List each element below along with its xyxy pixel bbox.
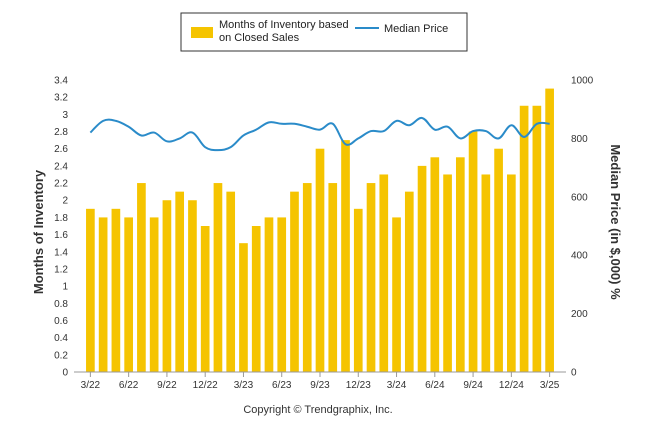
legend-bar-swatch — [191, 27, 213, 38]
bar — [290, 191, 299, 372]
y-left-tick-label: 0 — [62, 368, 68, 379]
x-tick-label: 9/23 — [310, 380, 330, 391]
y-right-tick-label: 800 — [571, 134, 588, 145]
bar — [353, 208, 363, 372]
bar — [341, 140, 350, 372]
x-tick-label: 9/22 — [157, 380, 177, 391]
bar — [468, 131, 478, 372]
y-left-tick-label: 3 — [62, 110, 68, 121]
bar — [213, 183, 223, 372]
y-right-tick-label: 1000 — [571, 76, 594, 87]
y-left-tick-label: 1.2 — [54, 264, 68, 275]
x-tick-label: 12/23 — [346, 380, 371, 391]
x-tick-label: 3/22 — [81, 380, 101, 391]
y-axis-left: 0 0.2 0.4 0.6 0.8 1 1.2 1.4 1.6 1.8 2 2.2 2.4 2.6 2.8 3… — [54, 76, 68, 379]
y-left-tick-label: 1.8 — [54, 213, 68, 224]
x-tick-label: 12/24 — [499, 380, 524, 391]
bar-series — [86, 88, 554, 373]
x-tick-label: 6/22 — [119, 380, 139, 391]
bar — [111, 208, 121, 372]
x-tick-label: 3/24 — [387, 380, 407, 391]
bar — [519, 105, 529, 372]
x-tick-label: 6/23 — [272, 380, 292, 391]
bar — [124, 217, 133, 372]
bar — [404, 191, 414, 372]
bar — [264, 217, 274, 372]
y-left-tick-label: 0.4 — [54, 333, 68, 344]
x-tick-label: 12/22 — [193, 380, 218, 391]
legend: Months of Inventory based on Closed Sale… — [180, 12, 468, 52]
x-tick-label: 6/24 — [425, 380, 445, 391]
bar — [315, 148, 325, 372]
y-left-tick-label: 2 — [62, 196, 68, 207]
line-series — [89, 116, 550, 152]
bar — [366, 183, 376, 372]
y-right-tick-label: 600 — [571, 192, 588, 203]
bar — [226, 191, 236, 372]
legend-bar-label-line1: Months of Inventory based — [219, 19, 349, 31]
bar — [443, 174, 452, 372]
y-left-tick-label: 1.6 — [54, 230, 68, 241]
bar — [188, 200, 197, 372]
median-price-line — [89, 116, 550, 152]
bar — [200, 226, 210, 372]
y-right-tick-label: 200 — [571, 309, 588, 320]
y-left-tick-label: 2.4 — [54, 161, 68, 172]
bar — [494, 148, 503, 372]
bar — [545, 88, 554, 373]
x-tick-label: 9/24 — [463, 380, 483, 391]
bar — [277, 217, 287, 372]
bar — [86, 208, 95, 372]
bar — [417, 165, 427, 372]
y-left-tick-label: 1 — [62, 282, 68, 293]
bar — [392, 217, 401, 372]
bar — [98, 217, 108, 372]
y-right-tick-label: 400 — [571, 251, 588, 262]
legend-bar-label-line2: on Closed Sales — [219, 32, 300, 44]
y-right-tick-label: 0 — [571, 368, 577, 379]
y-left-tick-label: 2.2 — [54, 179, 68, 190]
y-left-tick-label: 3.2 — [54, 93, 68, 104]
bar — [430, 157, 440, 372]
bar — [379, 174, 389, 372]
y-left-tick-label: 2.6 — [54, 144, 68, 155]
bar — [455, 157, 465, 372]
bar — [507, 174, 516, 372]
y-left-tick-label: 0.2 — [54, 350, 68, 361]
y-left-tick-label: 0.6 — [54, 316, 68, 327]
y-left-tick-label: 0.8 — [54, 299, 68, 310]
bar — [137, 183, 146, 372]
y-axis-right-title: Median Price (in $,000) % — [608, 144, 623, 300]
copyright-footer: Copyright © Trendgraphix, Inc. — [243, 404, 392, 416]
legend-line-label: Median Price — [384, 23, 448, 35]
bar — [175, 191, 185, 372]
x-axis: 3/22 6/22 9/22 12/22 3/23 6/23 9/23 12/23 3/24 6/… — [81, 372, 560, 391]
legend-box — [180, 12, 468, 52]
bar — [149, 217, 159, 372]
bar — [162, 200, 172, 372]
bar — [481, 174, 491, 372]
y-left-tick-label: 3.4 — [54, 76, 68, 87]
bar — [532, 105, 542, 372]
bar — [328, 183, 338, 372]
y-axis-left-title: Months of Inventory — [31, 169, 46, 294]
x-tick-label: 3/25 — [540, 380, 560, 391]
bar — [251, 226, 261, 372]
bar — [302, 183, 312, 372]
bar — [239, 243, 248, 372]
y-left-tick-label: 2.8 — [54, 127, 68, 138]
y-axis-right: 0 200 400 600 800 1000 — [571, 76, 594, 379]
y-left-tick-label: 1.4 — [54, 247, 68, 258]
x-tick-label: 3/23 — [234, 380, 254, 391]
